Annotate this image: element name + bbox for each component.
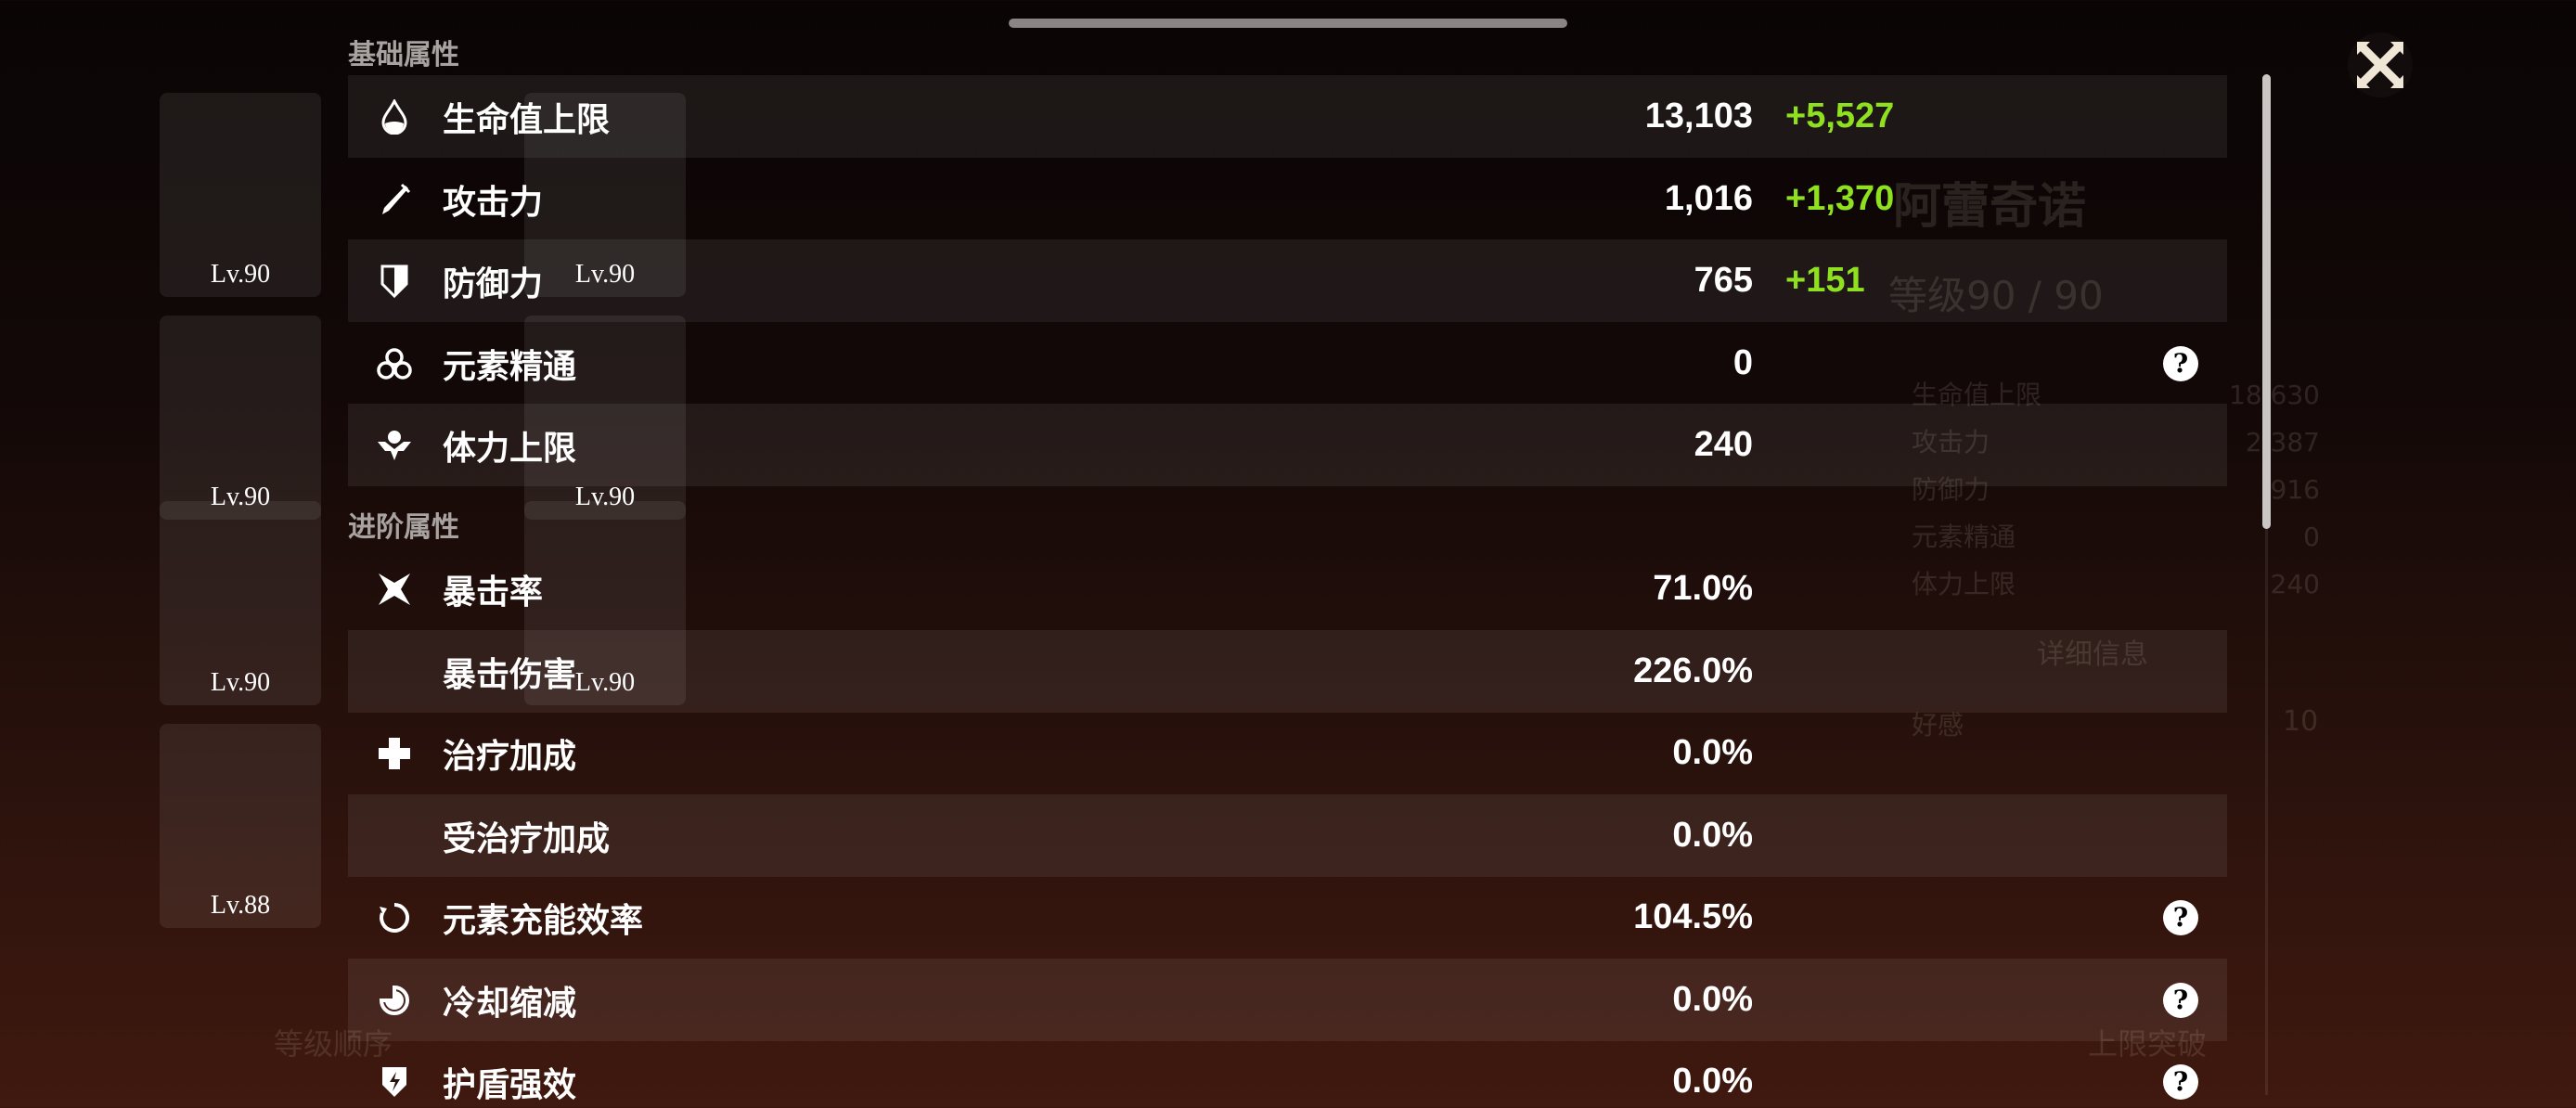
stat-label: 治疗加成 (443, 737, 577, 776)
help-icon[interactable]: ? (2163, 982, 2198, 1018)
stat-row-crit-dmg: 暴击伤害 226.0% (348, 630, 2227, 713)
stat-bonus: +151 (1785, 261, 1865, 300)
shield-icon (376, 263, 413, 300)
stat-label: 护盾强效 (443, 1065, 577, 1104)
stat-value: 0 (1732, 343, 1753, 382)
mini-stat-value: 2,387 (2245, 427, 2320, 457)
scrollbar-thumb[interactable] (2262, 74, 2271, 529)
stat-row-stamina: 体力上限 240 (348, 404, 2227, 486)
character-card: Lv.88 (160, 724, 321, 928)
mini-stat-label: 元素精通 (1912, 522, 2016, 552)
mini-stat-value: 916 (2270, 474, 2320, 505)
help-icon[interactable]: ? (2163, 345, 2198, 381)
stat-label: 生命值上限 (443, 100, 611, 139)
stat-value: 765 (1694, 261, 1753, 300)
section-title-basic: 基础属性 (348, 39, 459, 71)
card-level: Lv.90 (574, 260, 636, 289)
character-level: 等级90 / 90 (1888, 273, 2104, 318)
mini-stat-label: 防御力 (1912, 474, 1990, 505)
stat-value: 13,103 (1644, 97, 1753, 135)
elemental-mastery-icon (376, 345, 413, 382)
mini-stat-label: 生命值上限 (1912, 380, 2042, 410)
stat-label: 元素充能效率 (443, 901, 644, 940)
mini-stat-value: 18,630 (2229, 380, 2320, 410)
card-level: Lv.90 (574, 668, 636, 697)
stat-row-healing: 治疗加成 0.0% (348, 712, 2227, 794)
stat-value: 1,016 (1664, 179, 1753, 218)
stamina-icon (376, 427, 413, 464)
stat-row-def: 防御力 765 +151 (348, 239, 2227, 322)
stat-label: 暴击伤害 (443, 655, 577, 694)
stat-row-crit-rate: 暴击率 71.0% (348, 548, 2227, 630)
stat-row-atk: 攻击力 1,016 +1,370 (348, 158, 2227, 240)
character-card: Lv.90 (524, 501, 686, 705)
help-icon[interactable]: ? (2163, 899, 2198, 935)
stat-row-energy-recharge: 元素充能效率 104.5% ? (348, 876, 2227, 959)
character-name: 阿蕾奇诺 (1893, 179, 2087, 235)
stat-label: 冷却缩减 (443, 984, 577, 1023)
card-level: Lv.88 (210, 891, 271, 920)
hp-drop-icon (376, 98, 413, 135)
drag-handle[interactable] (1009, 19, 1567, 28)
help-icon[interactable]: ? (2163, 1063, 2198, 1100)
mini-stat-value: 240 (2270, 569, 2320, 599)
stat-value: 0.0% (1672, 816, 1753, 855)
shield-strength-icon (376, 1063, 413, 1101)
stat-label: 元素精通 (443, 347, 577, 386)
stat-value: 226.0% (1633, 651, 1753, 690)
stat-row-cooldown: 冷却缩减 0.0% ? (348, 959, 2227, 1041)
mini-stat-value: 0 (2303, 522, 2320, 552)
healing-cross-icon (376, 735, 413, 772)
card-level: Lv.90 (210, 260, 271, 289)
crit-rate-icon (376, 571, 413, 608)
stat-row-hp: 生命值上限 13,103 +5,527 (348, 75, 2227, 158)
stat-row-incoming-healing: 受治疗加成 0.0% (348, 794, 2227, 877)
sort-select: 等级顺序 (274, 1026, 393, 1062)
mini-stats: 生命值上限 18,630 攻击力 2,387 防御力 916 元素精通 0 体力上限 24… (1912, 371, 2320, 608)
stat-bonus: +1,370 (1785, 179, 1895, 218)
stat-label: 暴击率 (443, 573, 544, 612)
stat-bonus: +5,527 (1785, 97, 1895, 135)
details-button: 详细信息 (2037, 638, 2148, 671)
ascend-button: 上限突破 (2088, 1026, 2208, 1062)
stat-label: 攻击力 (443, 183, 544, 222)
close-button[interactable] (2348, 32, 2413, 97)
stat-label: 防御力 (443, 264, 544, 303)
stat-label: 受治疗加成 (443, 819, 611, 858)
scrollbar-track[interactable] (2265, 74, 2268, 1095)
stat-row-em: 元素精通 0 ? (348, 322, 2227, 405)
card-level: Lv.90 (210, 483, 271, 511)
section-title-advanced: 进阶属性 (348, 511, 459, 544)
stat-value: 71.0% (1653, 569, 1753, 608)
stat-value: 0.0% (1672, 980, 1753, 1019)
sword-icon (376, 181, 413, 218)
card-level: Lv.90 (210, 668, 271, 697)
card-level: Lv.90 (574, 483, 636, 511)
close-icon (2357, 42, 2403, 88)
cooldown-icon (376, 982, 413, 1019)
stat-value: 104.5% (1633, 897, 1753, 936)
stat-value: 0.0% (1672, 1062, 1753, 1101)
stat-label: 体力上限 (443, 429, 577, 468)
character-card: Lv.90 (160, 501, 321, 705)
mini-stat-label: 体力上限 (1912, 569, 2016, 599)
character-card: Lv.90 (524, 93, 686, 297)
energy-recharge-icon (376, 899, 413, 936)
mini-stat-label: 攻击力 (1912, 427, 1990, 457)
friendship-value: 10 (2283, 705, 2319, 738)
stat-value: 0.0% (1672, 733, 1753, 772)
stat-value: 240 (1694, 425, 1753, 464)
stat-row-shield-strength: 护盾强效 0.0% ? (348, 1040, 2227, 1108)
character-card: Lv.90 (160, 316, 321, 520)
friendship-label: 好感 (1912, 710, 1964, 741)
character-card: Lv.90 (160, 93, 321, 297)
character-card: Lv.90 (524, 316, 686, 520)
